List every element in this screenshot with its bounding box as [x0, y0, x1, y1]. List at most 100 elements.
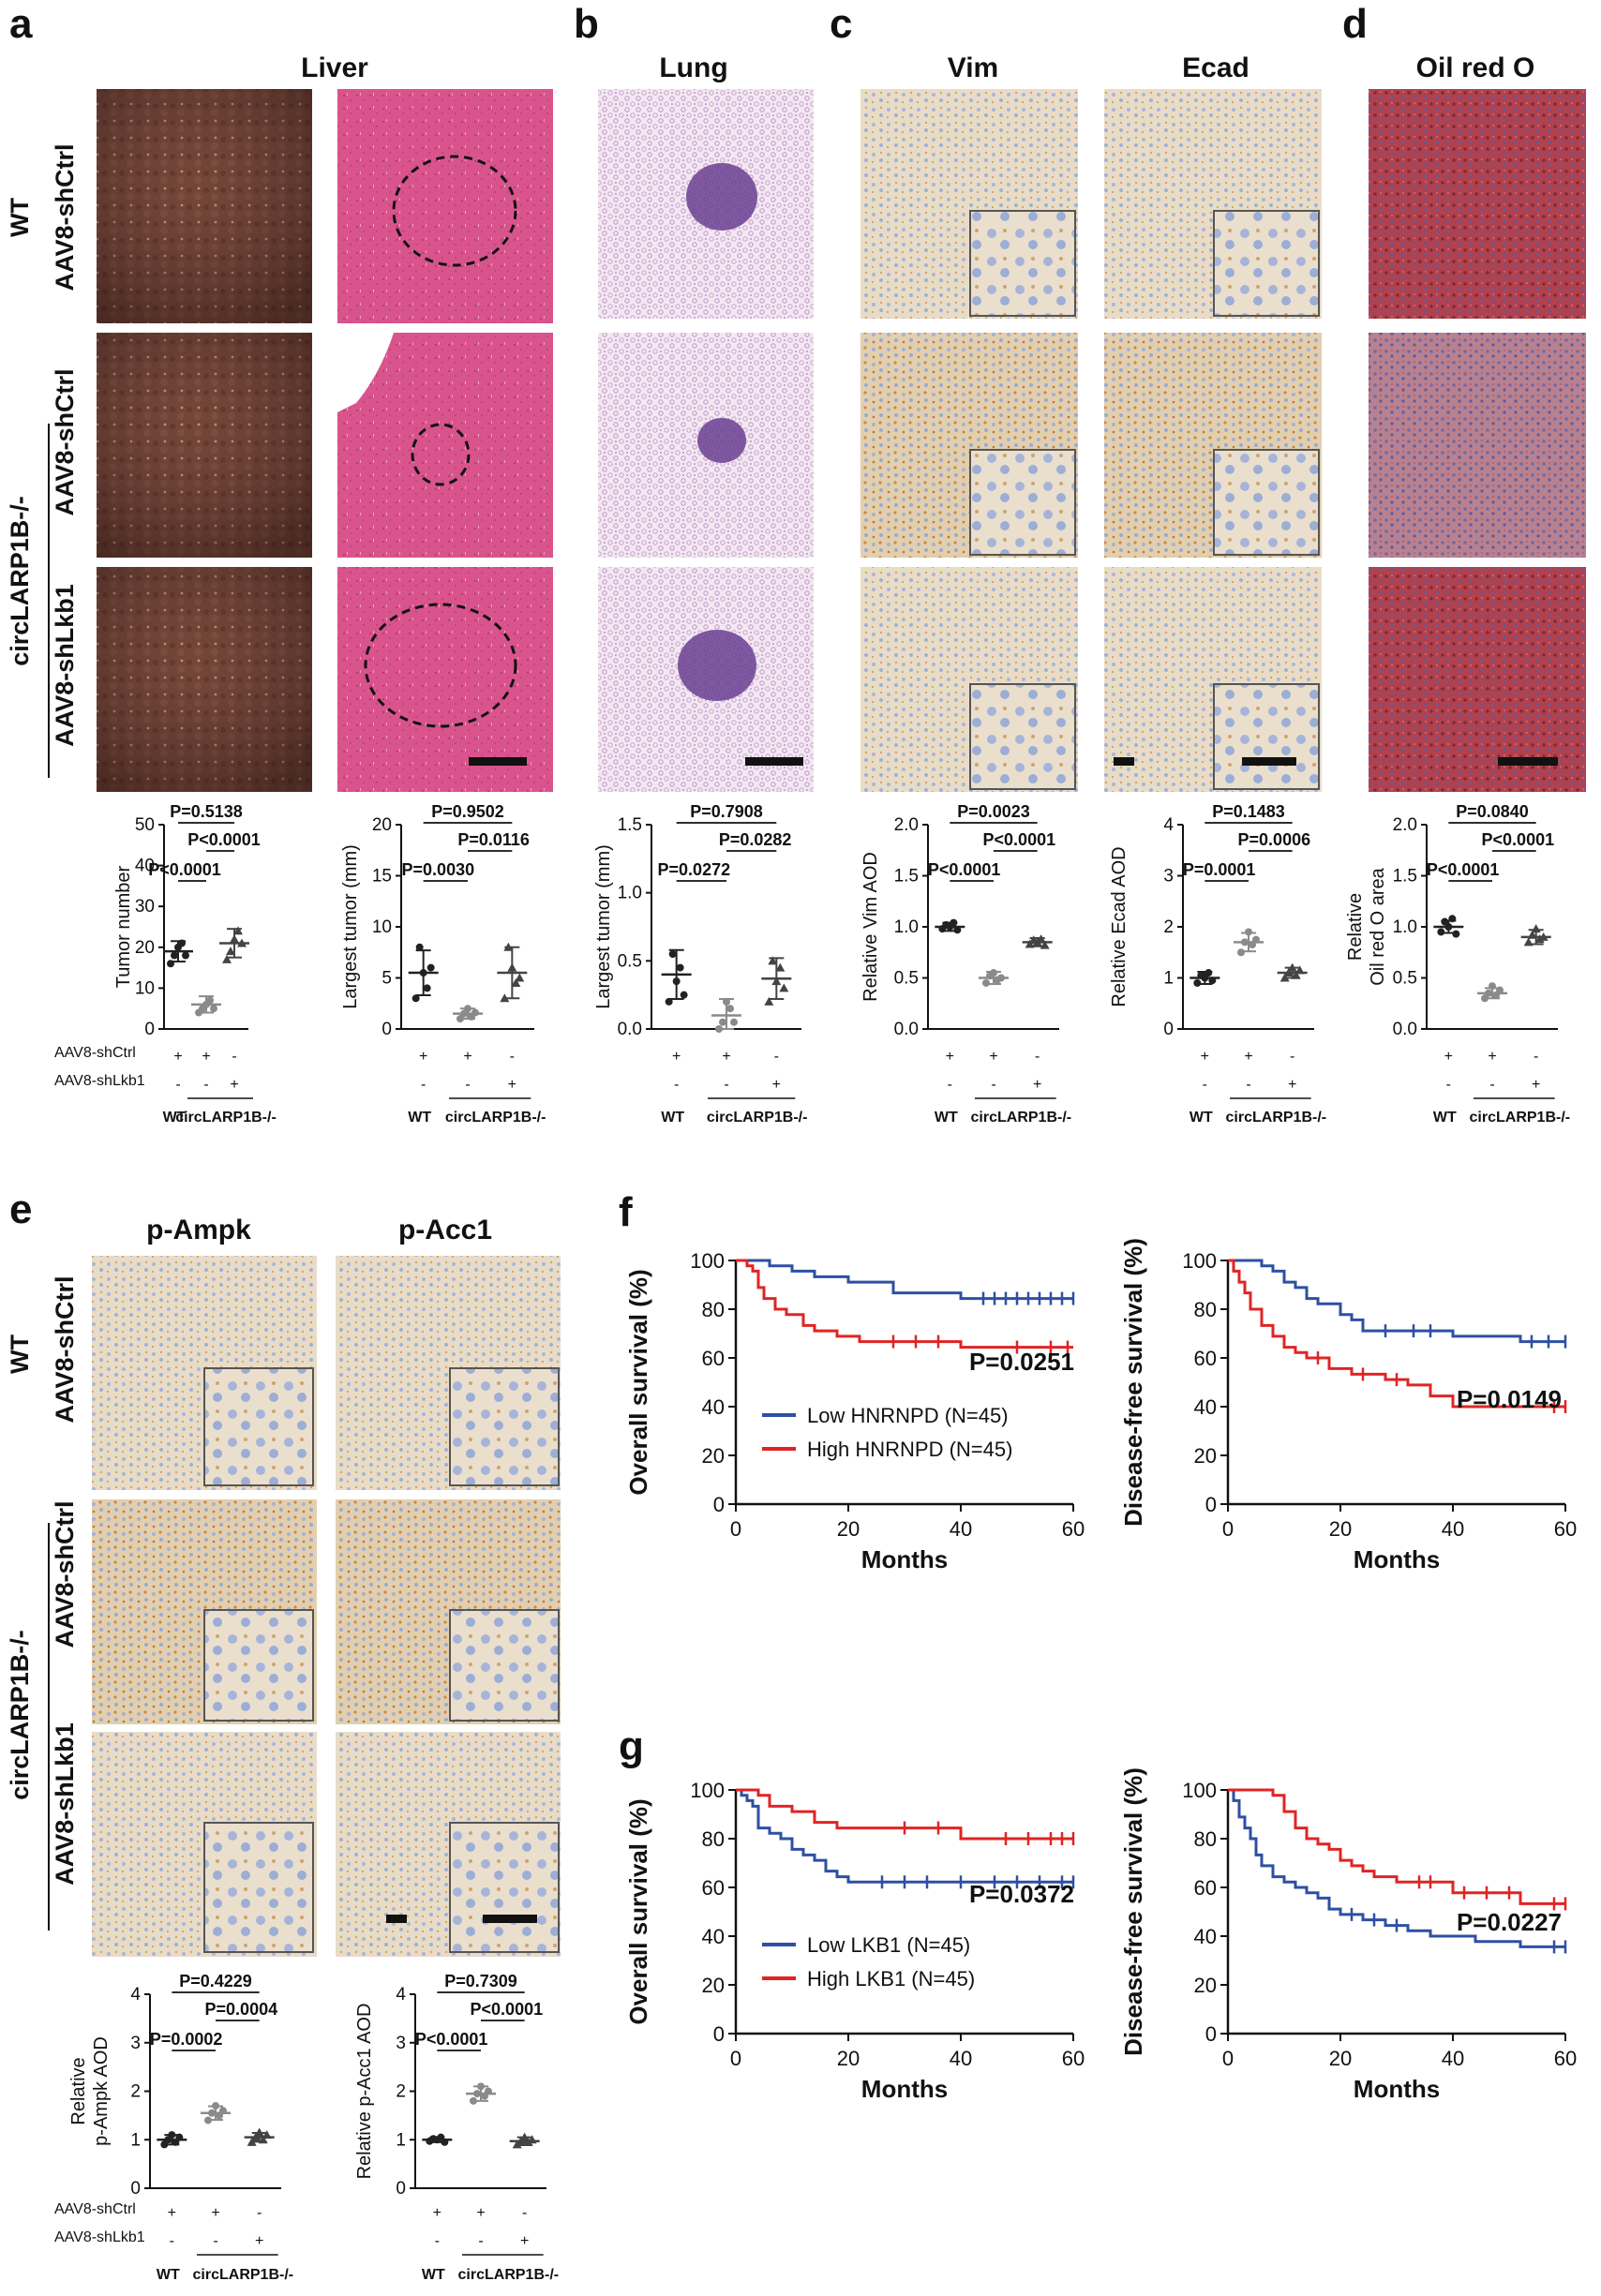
data-point [515, 973, 525, 982]
data-point [1237, 948, 1245, 957]
p-value-label: P=0.0251 [969, 1348, 1074, 1376]
panel-e-title-pacc1: p-Acc1 [398, 1215, 492, 1245]
legend-label: High HNRNPD (N=45) [807, 1438, 1012, 1461]
p-value-label: P=0.0030 [402, 860, 475, 879]
km-chart-f2: 0 20 40 60 80 100 0 20 40 60 Months Disease-free su… [1119, 1238, 1577, 1573]
ecad-ihc-images [1104, 89, 1322, 792]
y-axis-label: Overall survival (%) [624, 1798, 652, 2024]
y-tick-label: 3 [396, 2034, 406, 2053]
p-value-label: P=0.0227 [1457, 1908, 1562, 1936]
panel-d-title: Oil red O [1416, 52, 1535, 83]
design-sign: - [1489, 1077, 1494, 1093]
y-axis-label: Tumor number [113, 865, 134, 988]
data-point [1193, 978, 1202, 987]
scatter-chart-a1: 0 10 20 30 40 50 Tumor number P<0.0001 P<0.0001 P… [113, 802, 277, 1126]
scale-bar [469, 757, 527, 766]
scale-bar [1498, 757, 1558, 766]
group-label-ko: circLARP1B-/- [971, 1110, 1072, 1126]
design-sign: + [211, 2205, 219, 2221]
y-tick-label: 40 [135, 857, 155, 876]
y-tick-label: 40 [702, 1925, 725, 1948]
y-tick-label: 4 [130, 1985, 141, 2005]
x-axis-label: Months [1354, 2075, 1440, 2103]
design-sign: - [1290, 1049, 1294, 1065]
y-axis-label: Relative [1345, 893, 1366, 961]
row-label-shctrl-e1: AAV8-shCtrl [51, 1275, 79, 1423]
design-sign: + [1444, 1049, 1453, 1065]
y-tick-label: 5 [382, 969, 392, 989]
x-tick-label: 60 [1554, 1517, 1577, 1541]
x-tick-label: 20 [1329, 2047, 1352, 2070]
lung-he-images [598, 89, 814, 792]
group-label-ko: circLARP1B-/- [707, 1110, 808, 1126]
design-sign: - [213, 2233, 217, 2249]
y-tick-label: 15 [372, 867, 392, 887]
p-value-label: P<0.0001 [928, 860, 1001, 879]
design-sign: + [508, 1077, 516, 1093]
y-tick-label: 80 [702, 1827, 725, 1851]
design-sign: + [476, 2205, 485, 2221]
p-value-label: P<0.0001 [148, 860, 221, 879]
design-labels-a: AAV8-shCtrl AAV8-shLkb1 [54, 1045, 145, 1089]
design-sign: - [170, 2233, 174, 2249]
y-axis-label: Relative [68, 2057, 89, 2125]
group-label-ko: circLARP1B-/- [175, 1110, 277, 1126]
y-tick-label: 1.5 [618, 815, 642, 835]
group-label-wt: WT [157, 2267, 180, 2283]
design-sign: - [1203, 1077, 1207, 1093]
x-tick-label: 20 [837, 2047, 860, 2070]
km-series-line [1228, 1788, 1565, 1948]
y-tick-label: 20 [702, 1974, 725, 1997]
y-tick-label: 4 [1163, 815, 1174, 835]
row-label-shctrl-1: AAV8-shCtrl [51, 143, 79, 291]
y-tick-label: 0 [1163, 1020, 1174, 1039]
y-tick-label: 0 [1205, 2022, 1217, 2046]
legend-label: High LKB1 (N=45) [807, 1967, 975, 1990]
x-tick-label: 40 [1442, 1517, 1464, 1541]
design-sign: + [173, 1049, 182, 1065]
y-tick-label: 80 [1194, 1298, 1217, 1321]
x-tick-label: 20 [1329, 1517, 1352, 1541]
data-point [680, 991, 688, 999]
p-value-label: P=0.0006 [1238, 830, 1311, 849]
y-tick-label: 1.0 [618, 884, 642, 903]
design-sign: + [989, 1049, 997, 1065]
y-tick-label: 0 [713, 1493, 725, 1516]
y-axis-label: Relative Vim AOD [860, 852, 881, 1002]
design-sign: + [1532, 1077, 1540, 1093]
y-axis-label: Largest tumor (mm) [593, 844, 614, 1009]
y-tick-label: 20 [372, 815, 392, 835]
km-series-line [736, 1788, 1073, 1884]
y-tick-label: 0 [130, 2179, 141, 2199]
y-tick-label: 60 [1194, 1347, 1217, 1370]
data-point [779, 983, 789, 992]
y-tick-label: 20 [1194, 1974, 1217, 1997]
design-sign: + [230, 1077, 238, 1093]
p-value-label: P=0.0004 [205, 2000, 278, 2019]
panel-b-title: Lung [659, 52, 727, 83]
row-label-ko: circLARP1B-/- [6, 496, 34, 666]
km-series-line [736, 1259, 1073, 1301]
p-value-label: P<0.0001 [1482, 830, 1555, 849]
svg-text:AAV8-shLkb1: AAV8-shLkb1 [54, 1073, 145, 1089]
data-point [775, 962, 786, 972]
data-point [206, 996, 214, 1005]
row-label-shctrl-2: AAV8-shCtrl [51, 368, 79, 515]
y-tick-label: 0.0 [894, 1020, 919, 1039]
row-label-wt-e: WT [6, 1334, 34, 1374]
km-chart-g1: 0 20 40 60 80 100 0 20 40 60 Months Overall surviva… [624, 1779, 1085, 2103]
km-series-line [1228, 1788, 1565, 1905]
design-sign: + [772, 1077, 781, 1093]
p-value-label: P<0.0001 [415, 2030, 488, 2049]
data-point [982, 978, 990, 987]
y-tick-label: 40 [702, 1395, 725, 1419]
y-tick-label: 0.0 [618, 1020, 642, 1039]
svg-text:AAV8-shCtrl: AAV8-shCtrl [54, 2201, 136, 2217]
panel-label-e: e [9, 1186, 32, 1232]
km-series-line [736, 1788, 1073, 1841]
x-tick-label: 0 [1222, 1517, 1234, 1541]
km-series-line [1228, 1259, 1565, 1409]
p-value-label: P=0.5138 [170, 802, 243, 821]
x-tick-label: 0 [1222, 2047, 1234, 2070]
